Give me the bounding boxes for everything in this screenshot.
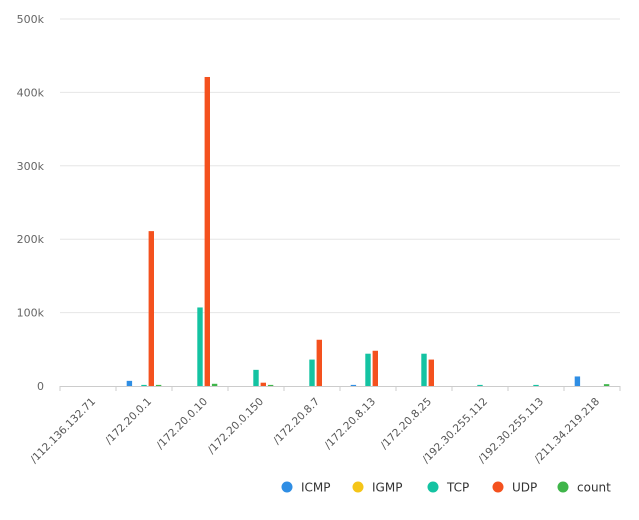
legend-marker-count[interactable] — [557, 481, 569, 493]
bar-tcp-7[interactable] — [477, 384, 483, 386]
y-tick-label-0: 0 — [37, 380, 44, 393]
legend-label-igmp[interactable]: IGMP — [372, 481, 402, 495]
bar-udp-5[interactable] — [372, 350, 378, 386]
bar-tcp-8[interactable] — [533, 384, 539, 386]
bar-icmp-5[interactable] — [350, 384, 357, 386]
bar-tcp-1[interactable] — [141, 384, 147, 386]
y-tick-label-2: 200k — [17, 233, 45, 246]
x-tick-label-4: /172.20.8.7 — [271, 396, 322, 447]
bar-tcp-2[interactable] — [197, 307, 203, 386]
bar-icmp-1[interactable] — [126, 380, 133, 386]
y-tick-label-5: 500k — [17, 13, 45, 26]
bar-udp-6[interactable] — [428, 359, 434, 386]
legend-label-count[interactable]: count — [577, 481, 611, 495]
bar-tcp-5[interactable] — [365, 353, 371, 386]
legend-label-tcp[interactable]: TCP — [446, 481, 469, 495]
x-tick-label-3: /172.20.0.150 — [206, 396, 267, 457]
legend-marker-udp[interactable] — [492, 481, 504, 493]
bar-tcp-6[interactable] — [421, 353, 427, 386]
x-tick-label-5: /172.20.8.13 — [322, 396, 378, 452]
bar-udp-3[interactable] — [260, 382, 266, 386]
bar-count-3[interactable] — [267, 384, 274, 386]
y-tick-label-3: 300k — [17, 160, 45, 173]
bar-count-2[interactable] — [211, 383, 218, 386]
bar-count-1[interactable] — [155, 384, 162, 386]
x-tick-label-0: /112.136.132.71 — [28, 396, 98, 466]
bar-udp-4[interactable] — [316, 339, 322, 386]
bar-count-9[interactable] — [603, 384, 610, 386]
legend-marker-tcp[interactable] — [427, 481, 439, 493]
legend-marker-igmp[interactable] — [352, 481, 364, 493]
bar-udp-1[interactable] — [148, 231, 154, 386]
bar-icmp-9[interactable] — [574, 376, 581, 386]
bar-udp-2[interactable] — [204, 76, 210, 387]
x-tick-label-6: /172.20.8.25 — [378, 396, 434, 452]
x-tick-label-1: /172.20.0.1 — [103, 396, 154, 447]
legend-marker-icmp[interactable] — [281, 481, 293, 493]
bar-tcp-4[interactable] — [309, 359, 315, 386]
legend-label-udp[interactable]: UDP — [512, 481, 537, 495]
y-tick-label-4: 400k — [17, 86, 45, 99]
bar-tcp-3[interactable] — [253, 369, 259, 386]
x-tick-label-2: /172.20.0.10 — [154, 396, 210, 452]
legend-label-icmp[interactable]: ICMP — [301, 481, 331, 495]
y-tick-label-1: 100k — [17, 307, 45, 320]
